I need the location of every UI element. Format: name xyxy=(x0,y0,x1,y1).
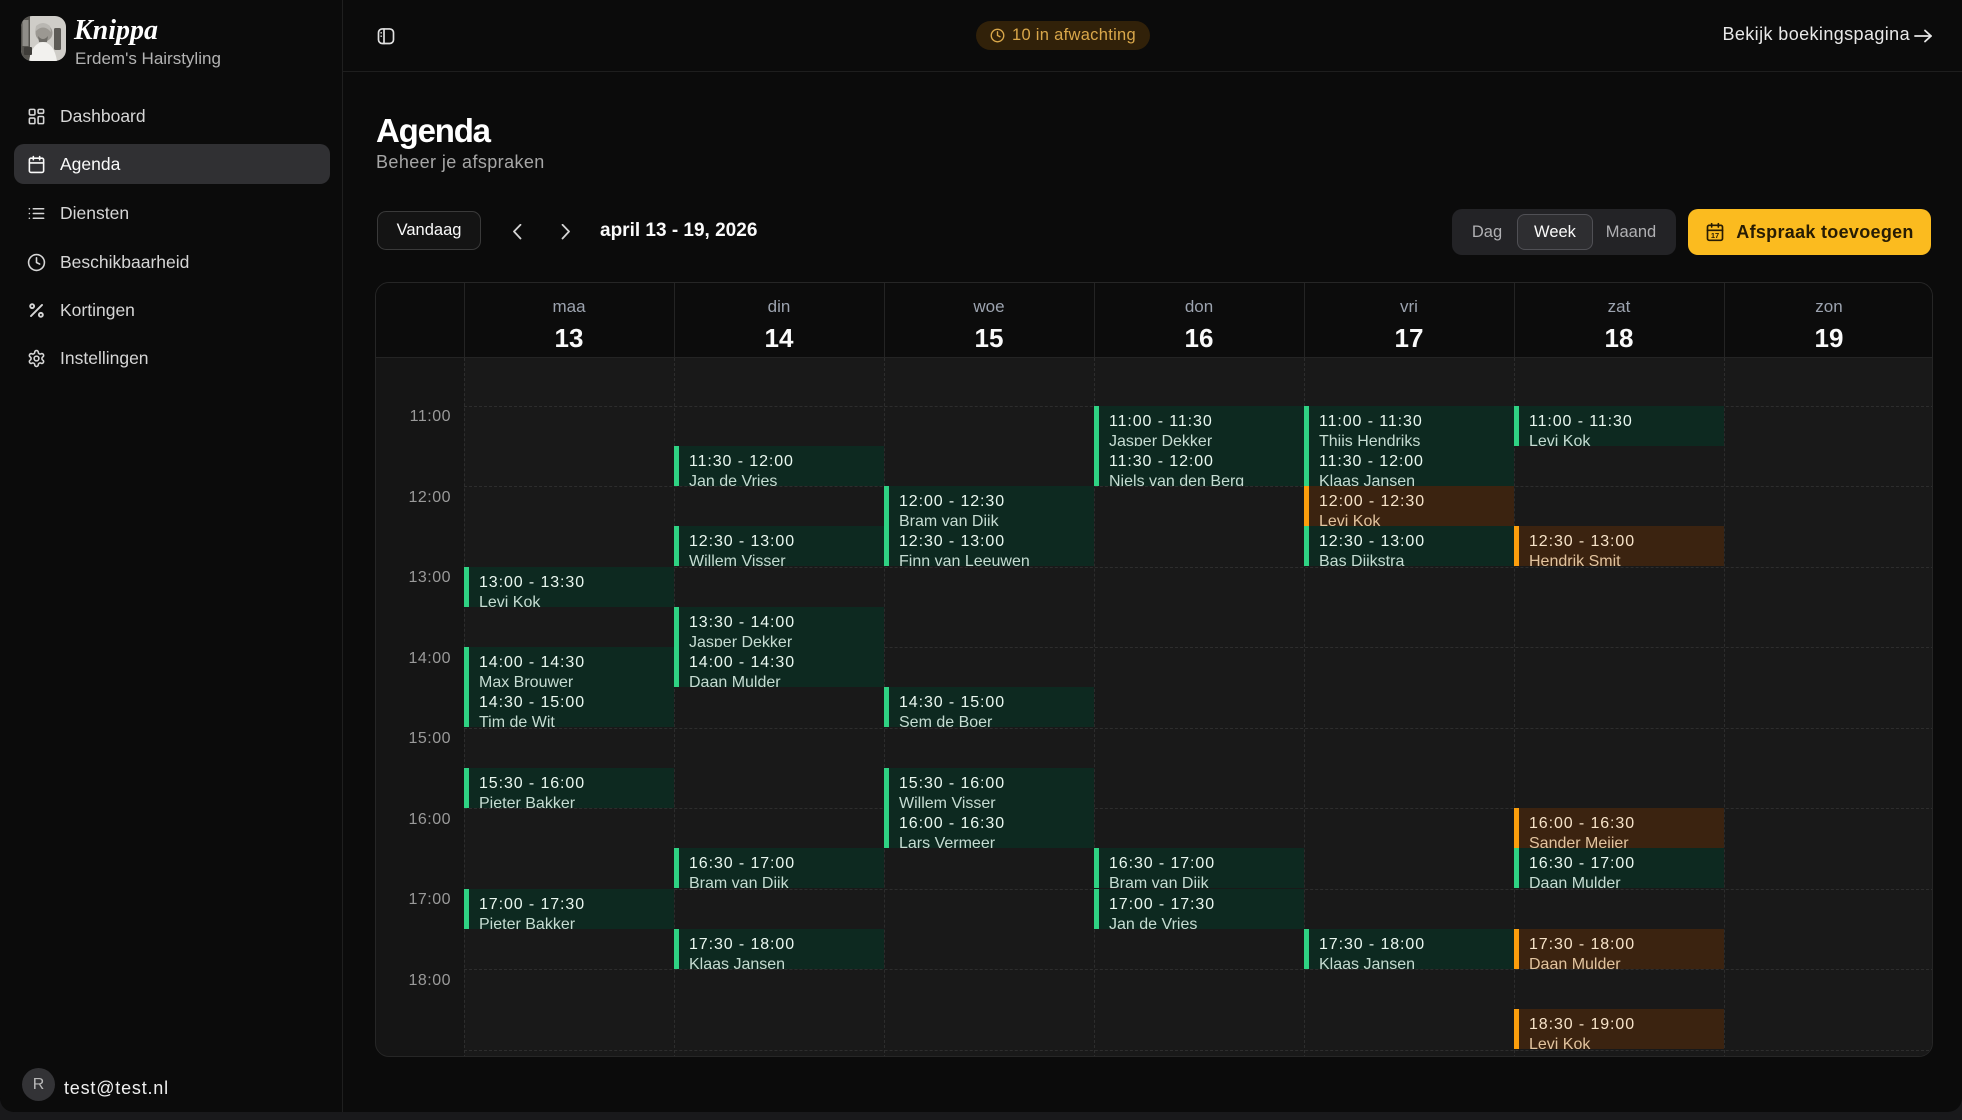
svg-text:17: 17 xyxy=(1711,231,1719,240)
